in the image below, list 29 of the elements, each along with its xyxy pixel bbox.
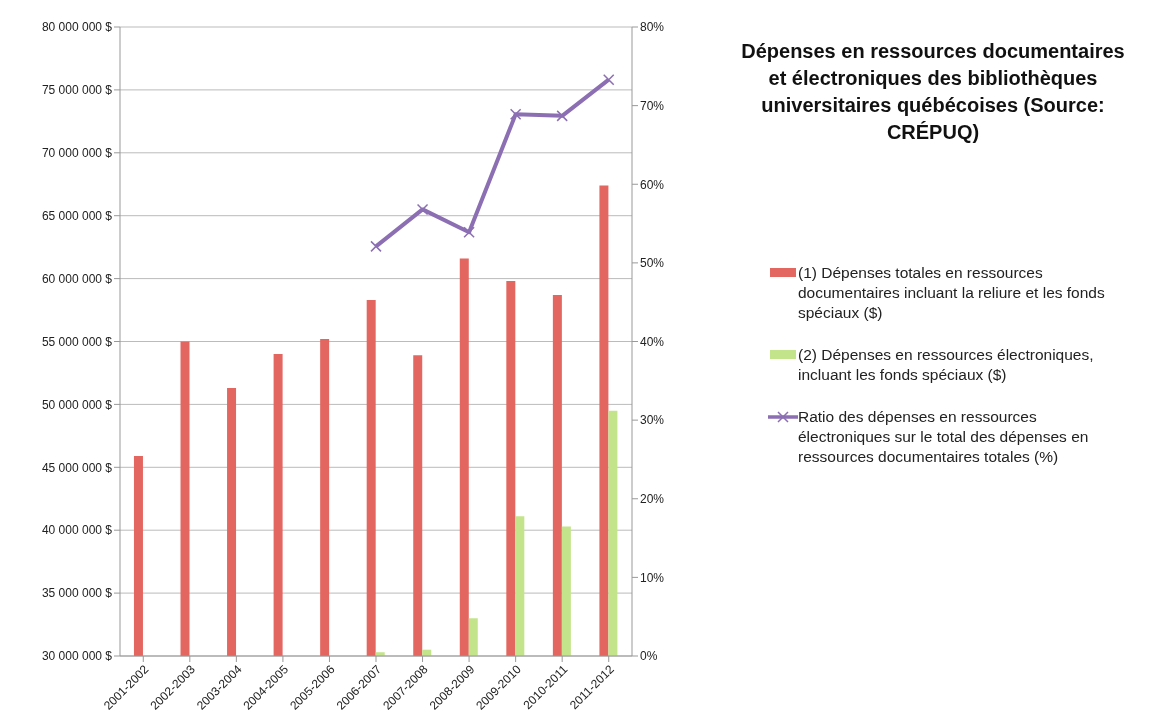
point — [509, 108, 522, 121]
point — [556, 110, 568, 122]
y2-tick-label: 20% — [640, 492, 665, 507]
y2-tick-label: 70% — [640, 98, 665, 113]
y-tick-label: 75 000 000 $ — [41, 83, 113, 98]
y2-tick-label: 30% — [640, 413, 665, 428]
y2-tick-label: 60% — [640, 177, 665, 192]
legend-label: (2) Dépenses en ressources électroniques, incluant les fonds spéciaux ($) — [798, 345, 1095, 385]
y-tick-label: 70 000 000 $ — [41, 146, 113, 161]
point — [370, 240, 382, 253]
y-tick-label: 65 000 000 $ — [41, 208, 113, 223]
y-tick-label: 45 000 000 $ — [41, 460, 113, 475]
legend-label: Ratio des dépenses en ressources électroniques sur le total des dépenses en ressources documentaires totales (%) — [798, 407, 1090, 467]
point — [463, 226, 475, 238]
y2-tick-label: 40% — [640, 334, 665, 349]
y-tick-label: 55 000 000 $ — [41, 334, 113, 349]
y-tick-label: 40 000 000 $ — [41, 523, 113, 538]
y2-tick-label: 0% — [640, 649, 658, 664]
y-tick-label: 35 000 000 $ — [41, 586, 113, 601]
y2-tick-label: 80% — [640, 20, 665, 35]
y-tick-label: 80 000 000 $ — [41, 20, 113, 35]
point — [602, 73, 615, 86]
y-tick-label: 30 000 000 $ — [41, 649, 113, 664]
text: Dépenses en ressources documentaires et électroniques des bibliothèques universitaires québécoises (Source: CRÉPUQ) — [740, 39, 1126, 145]
y2-tick-label: 10% — [640, 570, 665, 585]
y2-tick-label: 50% — [640, 256, 665, 271]
legend-label: (1) Dépenses totales en ressources documentaires incluant la reliure et les fonds spéciaux ($) — [798, 263, 1106, 323]
y-tick-label: 60 000 000 $ — [41, 271, 113, 286]
y-tick-label: 50 000 000 $ — [41, 397, 113, 412]
